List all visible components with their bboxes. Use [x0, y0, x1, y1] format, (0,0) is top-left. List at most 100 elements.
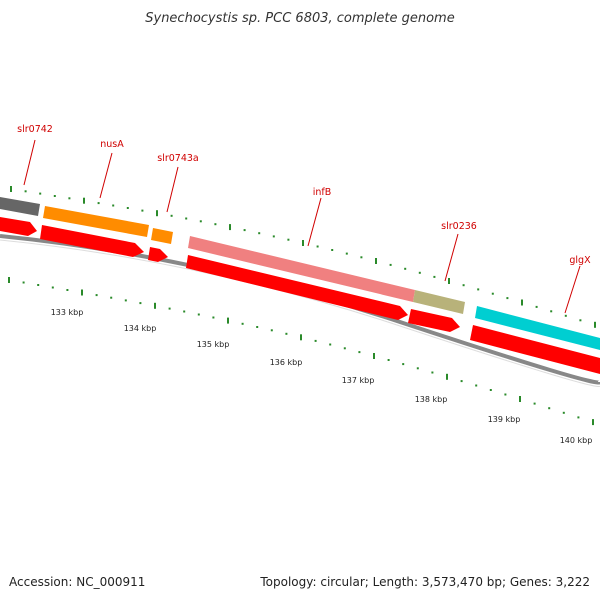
- feature-infB[interactable]: [188, 236, 415, 302]
- scale-labels: 133 kbp 134 kbp 135 kbp 136 kbp 137 kbp …: [51, 308, 593, 445]
- scale-label: 135 kbp: [197, 340, 230, 349]
- cds-arrow[interactable]: [186, 255, 408, 320]
- major-tick: [154, 302, 156, 309]
- scale-label: 137 kbp: [342, 376, 375, 385]
- gene-label-glgX: glgX: [569, 255, 591, 266]
- major-tick: [446, 373, 448, 380]
- minor-tick: [243, 229, 246, 232]
- minor-tick: [272, 235, 275, 238]
- gene-label-nusA: nusA: [100, 139, 124, 150]
- minor-tick: [564, 314, 567, 317]
- gene-label-slr0742: slr0742: [17, 124, 53, 135]
- minor-tick: [126, 207, 129, 209]
- major-tick: [227, 317, 229, 324]
- minor-tick: [387, 359, 390, 361]
- minor-tick: [345, 252, 348, 255]
- minor-tick: [462, 284, 465, 287]
- minor-tick: [548, 407, 551, 410]
- feature-slr0236[interactable]: [413, 290, 465, 314]
- major-tick: [302, 240, 304, 246]
- major-tick: [594, 321, 596, 328]
- gene-label-infB: infB: [313, 187, 332, 198]
- lower-tick-track: [8, 277, 594, 426]
- minor-tick: [97, 202, 100, 205]
- major-tick: [8, 277, 10, 283]
- minor-tick: [287, 238, 290, 241]
- major-tick: [373, 353, 375, 359]
- minor-tick: [258, 232, 261, 235]
- minor-tick: [404, 267, 407, 270]
- minor-tick: [183, 310, 186, 313]
- gene-label-slr0743a: slr0743a: [157, 153, 199, 164]
- minor-tick: [170, 214, 173, 217]
- major-tick: [83, 197, 85, 204]
- feature-slr0743a[interactable]: [151, 228, 173, 244]
- scale-label: 140 kbp: [560, 436, 593, 445]
- feature-slr0742[interactable]: [0, 197, 40, 216]
- major-tick: [229, 224, 231, 231]
- minor-tick: [491, 292, 494, 295]
- scale-label: 133 kbp: [51, 308, 84, 317]
- minor-tick: [68, 197, 71, 200]
- minor-tick: [124, 299, 127, 302]
- cds-arrow[interactable]: [470, 325, 600, 374]
- minor-tick: [418, 271, 421, 274]
- cds-track: [0, 217, 600, 374]
- minor-tick: [504, 393, 507, 396]
- major-tick: [592, 419, 594, 426]
- minor-tick: [489, 389, 492, 391]
- cds-arrow[interactable]: [148, 247, 168, 262]
- feature-glgX[interactable]: [475, 306, 600, 350]
- scale-label: 136 kbp: [270, 358, 303, 367]
- minor-tick: [358, 351, 361, 354]
- major-tick: [521, 299, 523, 306]
- gene-labels: slr0742 nusA slr0743a infB slr0236 glgX: [17, 124, 591, 266]
- minor-tick: [402, 363, 405, 366]
- minor-tick: [199, 220, 202, 223]
- major-tick: [375, 258, 377, 264]
- minor-tick: [22, 281, 25, 284]
- minor-tick: [24, 190, 27, 193]
- minor-tick: [285, 332, 288, 335]
- minor-tick: [477, 288, 480, 291]
- major-tick: [300, 334, 302, 341]
- minor-tick: [360, 256, 363, 259]
- minor-tick: [139, 302, 142, 305]
- major-tick: [448, 278, 450, 284]
- minor-tick: [331, 249, 334, 251]
- upper-tick-track: [10, 186, 596, 328]
- major-tick: [81, 289, 83, 296]
- feature-nusA[interactable]: [43, 206, 149, 237]
- feature-track: [0, 197, 600, 350]
- major-tick: [519, 396, 521, 402]
- cds-arrow[interactable]: [0, 217, 37, 236]
- minor-tick: [39, 192, 42, 195]
- minor-tick: [533, 402, 536, 405]
- minor-tick: [550, 310, 553, 313]
- cds-arrow[interactable]: [408, 309, 460, 332]
- gene-label-leaders: [23, 139, 581, 314]
- minor-tick: [562, 411, 565, 414]
- scale-label: 134 kbp: [124, 324, 157, 333]
- minor-tick: [168, 307, 171, 310]
- minor-tick: [53, 195, 56, 197]
- minor-tick: [141, 209, 144, 212]
- accession-text: Accession: NC_000911: [9, 575, 146, 589]
- genome-title: Synechocystis sp. PCC 6803, complete gen…: [145, 11, 454, 26]
- minor-tick: [343, 347, 346, 350]
- minor-tick: [112, 204, 115, 207]
- major-tick: [156, 210, 158, 217]
- minor-tick: [535, 305, 538, 308]
- minor-tick: [95, 294, 98, 297]
- scale-label: 138 kbp: [415, 395, 448, 404]
- minor-tick: [475, 384, 478, 387]
- genome-summary-text: Topology: circular; Length: 3,573,470 bp…: [260, 575, 590, 589]
- cds-arrow[interactable]: [40, 225, 144, 257]
- minor-tick: [256, 326, 259, 328]
- minor-tick: [110, 296, 113, 299]
- minor-tick: [579, 319, 582, 322]
- minor-tick: [241, 322, 244, 325]
- gene-label-slr0236: slr0236: [441, 221, 477, 232]
- minor-tick: [577, 416, 580, 419]
